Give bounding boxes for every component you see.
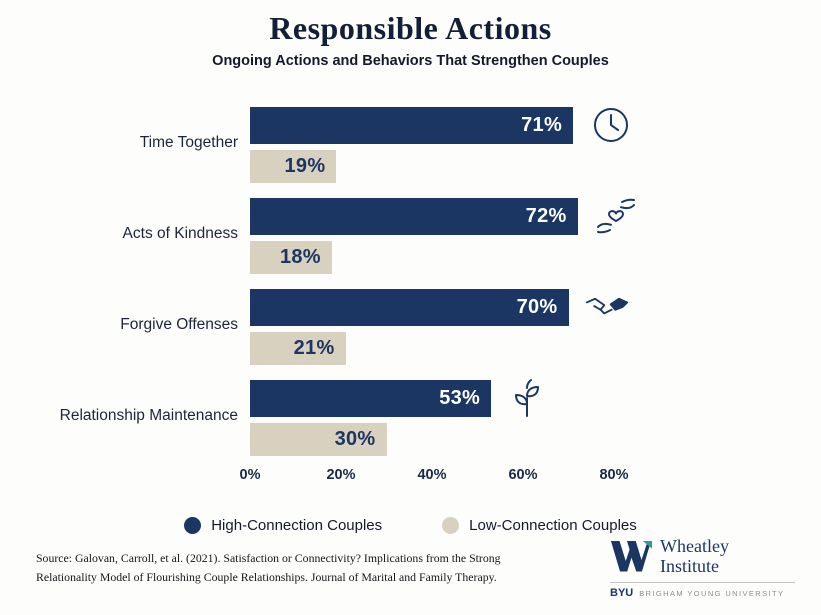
legend-dot-high-connection — [184, 517, 202, 534]
source-line-1: Source: Galovan, Carroll, et al. (2021).… — [36, 551, 501, 566]
bar-value-label: 53% — [439, 386, 481, 409]
category-label: Relationship Maintenance — [59, 407, 238, 424]
wheatley-w-logo-icon — [610, 540, 652, 574]
chart-row: Acts of Kindness 72% 18% — [0, 194, 821, 274]
legend-label-high-connection: High-Connection Couples — [211, 517, 383, 534]
category-label: Forgive Offenses — [120, 316, 238, 333]
bar-chart: Time Together 71% 19% Acts of Kindness 72% 18… — [0, 103, 821, 487]
bar-low-connection: 30% — [250, 423, 387, 456]
axis-ticks: 0% 20% 40% 60% 80% — [240, 467, 629, 487]
x-axis-tick: 80% — [599, 467, 629, 483]
byu-university-text: BRIGHAM YOUNG UNIVERSITY — [639, 589, 785, 598]
bar-value-label: 72% — [525, 204, 567, 227]
bar-value-label: 21% — [293, 337, 335, 359]
bar-high-connection: 53% — [250, 379, 492, 417]
plant-icon — [507, 376, 551, 420]
bar-group: 53% 30% — [250, 376, 790, 456]
logo-divider — [610, 582, 795, 583]
legend-label-low-connection: Low-Connection Couples — [469, 517, 637, 534]
handshake-icon — [585, 285, 629, 329]
bar-high-connection: 72% — [250, 197, 578, 235]
category-label: Acts of Kindness — [122, 225, 238, 242]
bar-low-connection: 18% — [250, 241, 332, 274]
x-axis-tick: 0% — [239, 467, 261, 483]
bar-group: 70% 21% — [250, 285, 790, 365]
source-citation: Source: Galovan, Carroll, et al. (2021).… — [36, 549, 591, 587]
bar-value-label: 30% — [334, 428, 376, 450]
chart-row: Time Together 71% 19% — [0, 103, 821, 183]
bar-value-label: 70% — [516, 295, 558, 318]
bar-group: 72% 18% — [250, 194, 790, 274]
byu-wordmark: BYU — [610, 587, 634, 599]
page-subtitle: Ongoing Actions and Behaviors That Stren… — [212, 53, 609, 69]
bar-value-label: 18% — [279, 246, 321, 268]
logo-name: Wheatley Institute — [660, 536, 729, 577]
legend-item-low-connection: Low-Connection Couples — [442, 517, 637, 534]
x-axis-tick: 60% — [508, 467, 538, 483]
chart-row: Relationship Maintenance 53% 30% — [0, 376, 821, 456]
bar-value-label: 71% — [521, 113, 563, 136]
category-label: Time Together — [139, 134, 238, 151]
bar-low-connection: 19% — [250, 150, 337, 183]
chart-row: Forgive Offenses 70% 21% — [0, 285, 821, 365]
footer: Source: Galovan, Carroll, et al. (2021).… — [36, 537, 795, 599]
bar-low-connection: 21% — [250, 332, 346, 365]
bar-high-connection: 71% — [250, 106, 574, 144]
legend: High-Connection Couples Low-Connection C… — [0, 517, 821, 534]
page-title: Responsible Actions — [269, 10, 552, 46]
x-axis-tick: 40% — [417, 467, 447, 483]
hands-heart-icon — [594, 194, 638, 238]
bar-high-connection: 70% — [250, 288, 569, 326]
legend-dot-low-connection — [442, 517, 460, 534]
bar-value-label: 19% — [284, 155, 326, 177]
x-axis-tick: 20% — [326, 467, 356, 483]
source-line-2: Relationality Model of Flourishing Coupl… — [36, 570, 497, 585]
wheatley-institute-logo: Wheatley Institute BYU BRIGHAM YOUNG UNI… — [610, 537, 795, 599]
x-axis: 0% 20% 40% 60% 80% — [0, 467, 821, 487]
chart-rows: Time Together 71% 19% Acts of Kindness 72% 18… — [0, 103, 821, 456]
legend-item-high-connection: High-Connection Couples — [184, 517, 382, 534]
axis-spacer — [0, 467, 250, 487]
clock-icon — [589, 103, 633, 147]
bar-group: 71% 19% — [250, 103, 790, 183]
